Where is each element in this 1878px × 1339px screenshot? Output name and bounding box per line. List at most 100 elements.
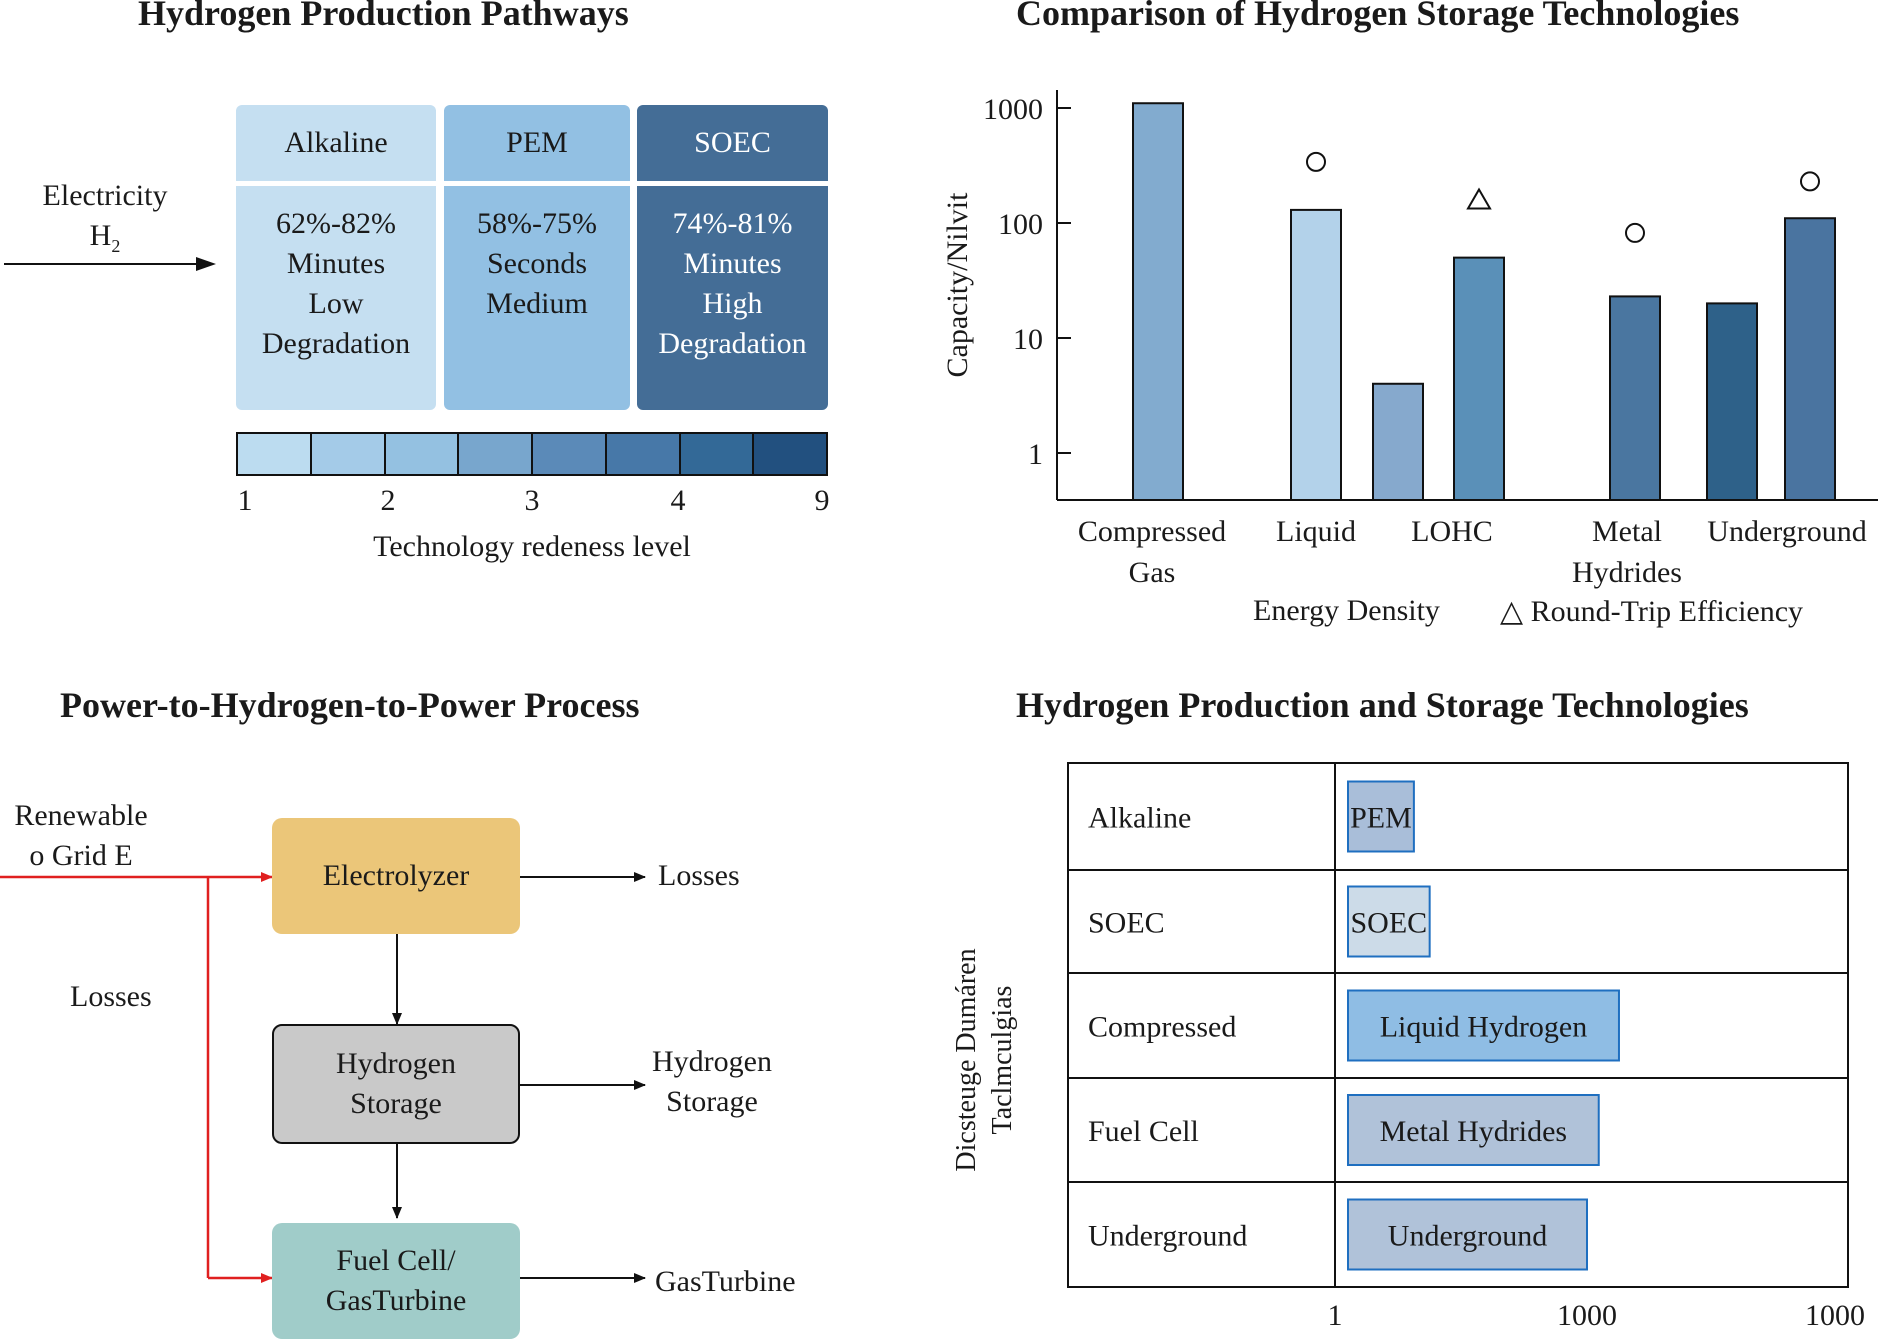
tech-column-line: Degradation	[658, 327, 807, 360]
row-bar-label: Liquid Hydrogen	[1380, 1011, 1587, 1044]
category-label: LOHC	[1411, 515, 1493, 548]
input-label: Electricity H2	[30, 176, 180, 266]
technology-table-chart: Alkaline PEM SOEC SOEC Compressed Liquid Hydr…	[1067, 762, 1865, 1332]
trl-scale-cell	[238, 434, 312, 474]
row-bar-label: Underground	[1388, 1220, 1547, 1253]
category-label: Metal	[1592, 515, 1662, 548]
tech-column-header: Alkaline	[236, 105, 436, 181]
circle-marker	[1800, 171, 1820, 192]
circle-marker	[1306, 151, 1326, 172]
electrolyzer-box: Electrolyzer	[272, 818, 520, 934]
bar	[1132, 102, 1184, 502]
tech-column-header: SOEC	[637, 105, 828, 181]
trl-scale-cell	[754, 434, 826, 474]
source-label-line2: o Grid E	[29, 839, 133, 872]
fuel-cell-box: Fuel Cell/GasTurbine	[272, 1223, 520, 1339]
trl-tick-label: 3	[524, 484, 540, 517]
row-label: Fuel Cell	[1088, 1115, 1199, 1148]
trl-tick-label: 2	[380, 484, 396, 517]
output-line: Losses	[658, 859, 740, 892]
row-label: Compressed	[1088, 1011, 1236, 1044]
tech-column-line: 58%-75%	[477, 207, 597, 240]
source-label-line1: Renewable	[14, 799, 148, 832]
y-tick-label: 100	[998, 208, 1043, 241]
storage-bar-chart: 1 10 100 1000 Capacity/Nilvit Compressed Gas Li…	[941, 90, 1878, 589]
bar	[1453, 256, 1505, 501]
panel-b-title: Comparison of Hydrogen Storage Technolog…	[1016, 0, 1740, 33]
bar	[1784, 217, 1836, 501]
flow-box-line: Storage	[350, 1087, 442, 1120]
row-label: Underground	[1088, 1220, 1247, 1253]
table-frame	[1067, 762, 1849, 1288]
output-hydrogen-storage: Hydrogen Storage	[652, 1042, 772, 1122]
y-tick-label: 1000	[983, 93, 1043, 126]
category-label: Hydrides	[1572, 556, 1682, 589]
y-tick-label: 1	[1028, 438, 1043, 471]
bar	[1609, 295, 1661, 501]
row-bar-label: PEM	[1350, 802, 1412, 835]
y-tick-label: 10	[1013, 323, 1043, 356]
trl-scale-cell	[311, 434, 386, 474]
row-bar	[1347, 1094, 1600, 1166]
category-label: Underground	[1707, 515, 1866, 548]
circle-marker	[1625, 222, 1645, 243]
row-label: Alkaline	[1088, 802, 1191, 835]
legend-energy-density: Energy Density	[1253, 594, 1440, 627]
tech-column-line: 74%-81%	[672, 207, 793, 240]
legend-round-trip-efficiency: △ Round-Trip Efficiency	[1500, 595, 1804, 628]
red-feed-lines	[0, 872, 273, 1283]
flow-box-line: Hydrogen	[336, 1047, 456, 1080]
x-tick-label: 1000	[1557, 1299, 1617, 1332]
row-label: SOEC	[1088, 907, 1165, 940]
row-bar-label: Metal Hydrides	[1380, 1115, 1567, 1148]
tech-column-line: Medium	[486, 287, 588, 320]
trl-color-scale	[236, 432, 828, 476]
output-losses: Losses	[658, 856, 740, 896]
trl-scale-cell	[606, 434, 681, 474]
tech-column-line: Seconds	[487, 247, 587, 280]
panel-d-ylabel-line2: Taclmculgias	[987, 985, 1018, 1135]
category-label: Liquid	[1276, 515, 1356, 548]
tech-column-line: High	[702, 287, 763, 320]
panel-c-title: Power-to-Hydrogen-to-Power Process	[60, 685, 640, 725]
hydrogen-storage-box: Hydrogen Storage	[272, 1024, 520, 1144]
triangle-marker	[1466, 187, 1492, 210]
panel-a-title: Hydrogen Production Pathways	[138, 0, 629, 33]
row-bar	[1347, 780, 1415, 853]
bar	[1706, 302, 1758, 501]
trl-scale-label: Technology redeness level	[373, 530, 691, 563]
tech-column-line: Minutes	[286, 247, 386, 280]
output-line: GasTurbine	[655, 1265, 796, 1298]
tech-column-line: Degradation	[261, 327, 411, 360]
output-line: Storage	[666, 1085, 758, 1118]
category-label: Compressed	[1078, 515, 1226, 548]
row-bar	[1347, 885, 1431, 958]
trl-scale-cell	[459, 434, 533, 474]
flow-box-line: Fuel Cell/	[336, 1244, 456, 1277]
panel-d-ylabel-line1: Dicsteuge Dumáren	[951, 948, 982, 1172]
input-label-line1: Electricity	[42, 179, 168, 212]
row-bar	[1347, 989, 1620, 1062]
x-tick-label: 1000	[1805, 1299, 1865, 1332]
flow-box-line: Electrolyzer	[322, 859, 470, 892]
trl-scale-cell	[680, 434, 755, 474]
row-bar-label: SOEC	[1350, 907, 1427, 940]
output-line: Hydrogen	[652, 1045, 772, 1078]
flow-box-line: GasTurbine	[325, 1284, 467, 1317]
bar	[1372, 382, 1424, 501]
trl-tick-label: 4	[670, 484, 686, 517]
flow-connectors	[0, 872, 646, 1283]
tech-column-line: Minutes	[683, 247, 782, 280]
trl-scale-cell	[385, 434, 460, 474]
trl-tick-label: 1	[237, 484, 253, 517]
tech-column-header: PEM	[444, 105, 630, 181]
tech-column-body: 74%-81% Minutes High Degradation	[637, 186, 828, 410]
losses-left-label: Losses	[70, 980, 152, 1013]
output-gasturbine: GasTurbine	[655, 1262, 796, 1302]
bar	[1290, 208, 1342, 501]
tech-column-line: 62%-82%	[276, 207, 396, 240]
source-label: Renewable o Grid E	[0, 796, 162, 876]
trl-tick-label: 9	[814, 484, 830, 517]
input-label-line2: H2	[89, 219, 121, 256]
tech-column-body: 62%-82% Minutes Low Degradation	[236, 186, 436, 410]
